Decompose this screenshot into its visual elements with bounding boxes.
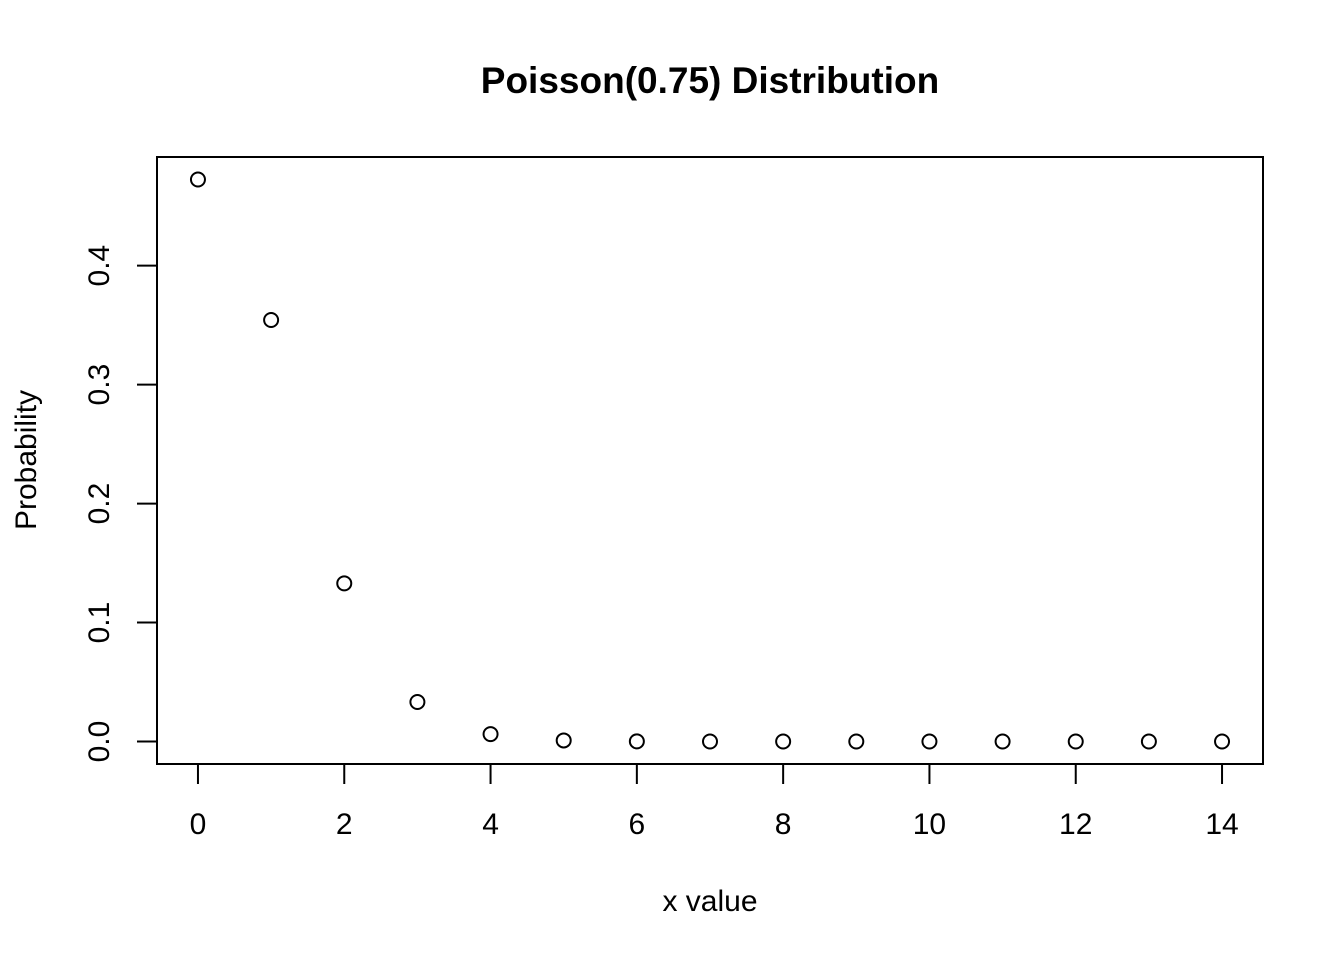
x-axis: 0 2 4 6 8 10 12 14 xyxy=(190,763,1239,841)
x-tick-label: 10 xyxy=(913,808,946,841)
plot-frame xyxy=(156,156,1264,765)
x-tick-label: 14 xyxy=(1205,808,1238,841)
x-tick-label: 0 xyxy=(190,808,207,841)
data-point xyxy=(1214,733,1231,750)
x-axis-label: x value xyxy=(662,885,757,918)
data-point xyxy=(1140,733,1157,750)
x-tick-label: 4 xyxy=(482,808,499,841)
chart-title: Poisson(0.75) Distribution xyxy=(481,60,939,101)
data-point xyxy=(628,733,645,750)
y-axis: 0.0 0.1 0.2 0.3 0.4 xyxy=(83,245,158,763)
y-tick-label: 0.1 xyxy=(83,602,116,644)
data-points xyxy=(189,171,1231,750)
data-point xyxy=(555,732,572,749)
x-tick-label: 8 xyxy=(775,808,792,841)
y-axis-label: Probability xyxy=(10,390,43,530)
x-tick-label: 2 xyxy=(336,808,353,841)
data-point xyxy=(409,694,426,711)
x-tick-label: 6 xyxy=(629,808,646,841)
data-point xyxy=(1067,733,1084,750)
data-point xyxy=(994,733,1011,750)
data-point xyxy=(336,575,353,592)
x-tick-label: 12 xyxy=(1059,808,1092,841)
y-tick-label: 0.0 xyxy=(83,721,116,763)
data-point xyxy=(189,171,206,188)
y-tick-label: 0.2 xyxy=(83,483,116,525)
data-point xyxy=(848,733,865,750)
data-point xyxy=(702,733,718,750)
data-point xyxy=(921,733,938,750)
data-point xyxy=(263,311,280,328)
data-point xyxy=(482,726,499,743)
y-tick-label: 0.3 xyxy=(83,364,116,406)
y-tick-label: 0.4 xyxy=(83,245,116,287)
data-point xyxy=(775,733,792,750)
